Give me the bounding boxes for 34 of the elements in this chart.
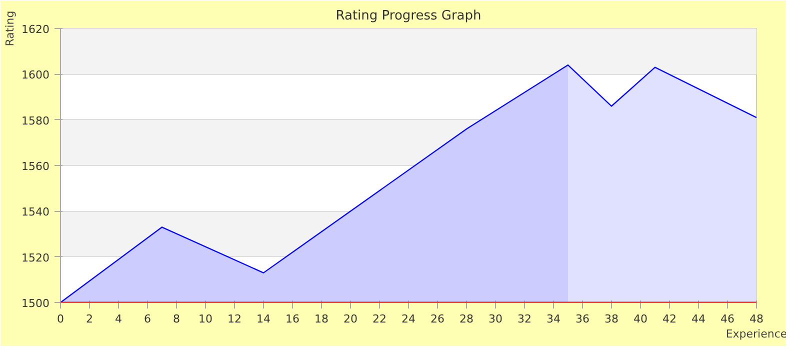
x-tick-label: 32 bbox=[518, 312, 532, 326]
x-tick-label: 6 bbox=[144, 312, 151, 326]
x-tick-label: 4 bbox=[115, 312, 122, 326]
x-tick-label: 42 bbox=[662, 312, 676, 326]
chart-title: Rating Progress Graph bbox=[336, 8, 482, 24]
y-tick-label: 1620 bbox=[22, 23, 50, 36]
x-tick-label: 24 bbox=[402, 312, 416, 326]
x-tick-label: 46 bbox=[720, 312, 734, 326]
x-tick-label: 34 bbox=[546, 312, 560, 326]
y-tick-label: 1560 bbox=[22, 160, 50, 173]
x-tick-label: 22 bbox=[372, 312, 386, 326]
y-tick-label: 1500 bbox=[22, 297, 50, 310]
x-tick-label: 36 bbox=[576, 312, 590, 326]
x-tick-label: 2 bbox=[86, 312, 93, 326]
x-tick-label: 0 bbox=[57, 312, 64, 326]
x-tick-label: 14 bbox=[256, 312, 270, 326]
x-tick-label: 20 bbox=[344, 312, 358, 326]
x-tick-label: 16 bbox=[286, 312, 300, 326]
y-tick-label: 1520 bbox=[22, 251, 50, 264]
x-tick-label: 40 bbox=[634, 312, 648, 326]
x-tick-label: 12 bbox=[228, 312, 242, 326]
x-tick-label: 44 bbox=[692, 312, 706, 326]
x-tick-label: 10 bbox=[198, 312, 212, 326]
x-tick-label: 48 bbox=[750, 312, 764, 326]
x-tick-label: 28 bbox=[460, 312, 474, 326]
y-axis-title: Rating bbox=[4, 10, 17, 46]
x-tick-label: 18 bbox=[314, 312, 328, 326]
x-tick-label: 38 bbox=[604, 312, 618, 326]
x-tick-label: 30 bbox=[488, 312, 502, 326]
y-tick-label: 1540 bbox=[22, 206, 50, 219]
y-tick-label: 1580 bbox=[22, 114, 50, 128]
x-tick-label: 8 bbox=[173, 312, 180, 326]
x-tick-label: 26 bbox=[430, 312, 444, 326]
y-tick-label: 1600 bbox=[22, 68, 50, 82]
